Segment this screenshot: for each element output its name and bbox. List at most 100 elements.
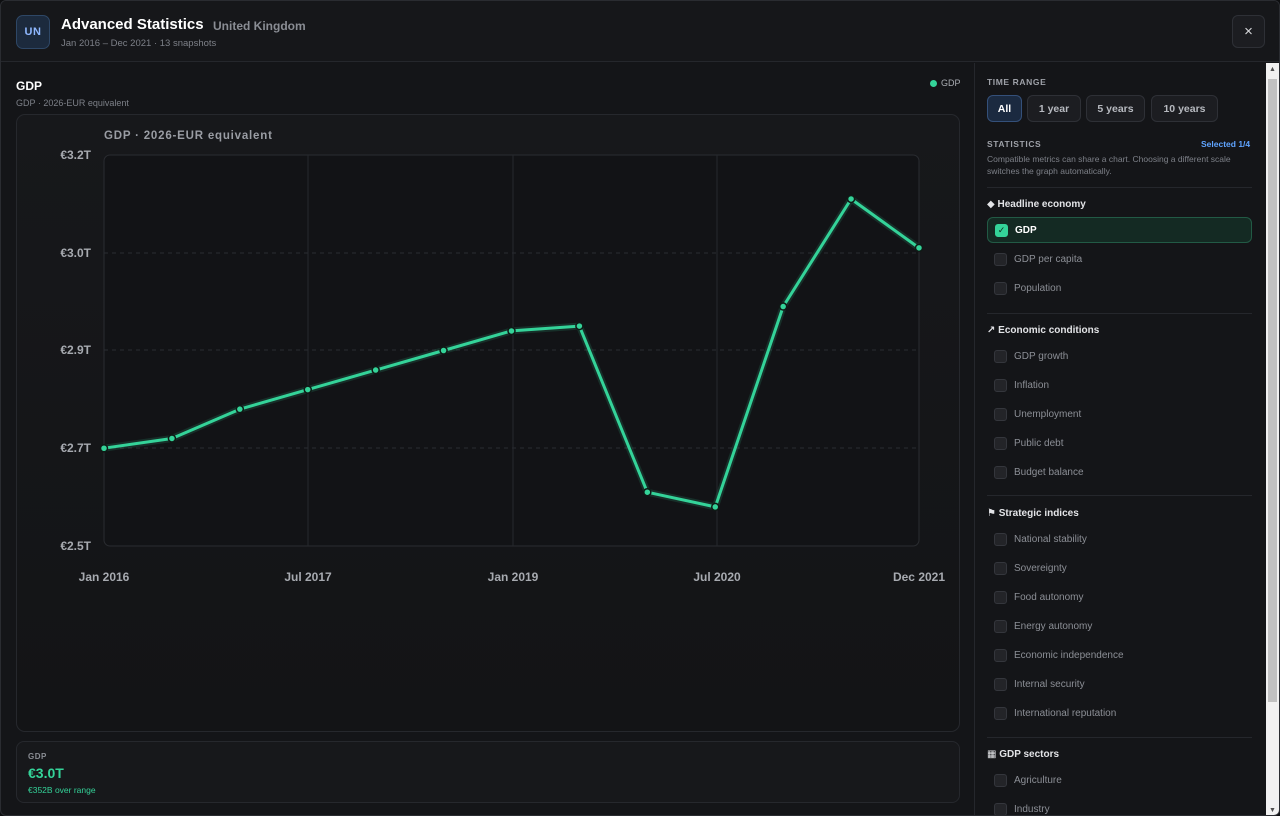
- x-tick-label: Jul 2017: [284, 570, 332, 584]
- metric-option-label: National stability: [1014, 533, 1087, 545]
- range-10-years-button[interactable]: 10 years: [1151, 95, 1218, 122]
- modal-header: UN Advanced Statistics United Kingdom Ja…: [1, 1, 1279, 62]
- metric-option-label: Population: [1014, 282, 1062, 294]
- metric-option-label: GDP: [1015, 224, 1037, 236]
- y-tick-label: €2.9T: [60, 343, 91, 357]
- x-tick-label: Jan 2016: [79, 570, 130, 584]
- metric-option-label: Internal security: [1014, 678, 1085, 690]
- metric-option-gdp-per-capita[interactable]: GDP per capita: [987, 246, 1252, 272]
- y-tick-label: €2.7T: [60, 441, 91, 455]
- metric-option-national-stability[interactable]: National stability: [987, 526, 1252, 552]
- data-point: [371, 365, 380, 375]
- x-tick-label: Dec 2021: [893, 570, 945, 584]
- y-tick-label: €2.5T: [60, 539, 91, 553]
- group-divider: [987, 313, 1252, 314]
- time-range-label: TIME RANGE: [987, 77, 1047, 87]
- checkbox-checked-icon[interactable]: ✓: [995, 223, 1008, 237]
- data-point: [575, 321, 584, 331]
- metric-option-public-debt[interactable]: Public debt: [987, 430, 1252, 456]
- range-5-years-button[interactable]: 5 years: [1086, 95, 1145, 122]
- metric-option-gdp-growth[interactable]: GDP growth: [987, 343, 1252, 369]
- y-tick-label: €3.2T: [60, 148, 91, 162]
- metric-option-sovereignty[interactable]: Sovereignty: [987, 555, 1252, 581]
- checkbox-icon[interactable]: [994, 378, 1007, 392]
- metric-option-food-autonomy[interactable]: Food autonomy: [987, 584, 1252, 610]
- checkbox-icon[interactable]: [994, 465, 1007, 479]
- metric-option-label: Sovereignty: [1014, 562, 1067, 574]
- data-point: [303, 385, 312, 394]
- group-divider: [987, 495, 1252, 496]
- summary-value: €3.0T: [28, 765, 64, 781]
- metric-option-label: International reputation: [1014, 707, 1117, 719]
- checkbox-icon[interactable]: [994, 802, 1007, 815]
- metric-option-label: Economic independence: [1014, 649, 1124, 661]
- data-point: [711, 502, 720, 512]
- metric-option-internal-security[interactable]: Internal security: [987, 671, 1252, 697]
- metric-option-label: Unemployment: [1014, 408, 1082, 420]
- checkbox-icon[interactable]: [994, 773, 1007, 787]
- country-name: United Kingdom: [213, 19, 306, 33]
- metric-option-population[interactable]: Population: [987, 275, 1252, 301]
- data-point: [235, 404, 245, 414]
- group-title: ▦ GDP sectors: [987, 749, 1060, 760]
- checkbox-icon[interactable]: [994, 281, 1007, 295]
- data-point: [778, 302, 788, 311]
- checkbox-icon[interactable]: [994, 619, 1007, 633]
- range-1-year-button[interactable]: 1 year: [1027, 95, 1081, 122]
- legend-label: GDP: [941, 78, 961, 88]
- selected-count: Selected 1/4: [1201, 139, 1251, 149]
- modal-title: Advanced Statistics: [61, 16, 204, 33]
- metric-option-agriculture[interactable]: Agriculture: [987, 767, 1252, 793]
- data-point: [99, 444, 109, 453]
- checkbox-icon[interactable]: [994, 590, 1007, 604]
- scroll-thumb[interactable]: [1268, 79, 1277, 702]
- metric-option-budget-balance[interactable]: Budget balance: [987, 459, 1252, 485]
- sidebar-scrollbar[interactable]: ▲ ▼: [1266, 63, 1279, 815]
- checkbox-icon[interactable]: [994, 561, 1007, 575]
- data-point: [167, 434, 177, 443]
- group-title: ◆ Headline economy: [987, 199, 1086, 210]
- statistics-label: STATISTICS: [987, 139, 1042, 149]
- group-title: ↗ Economic conditions: [987, 325, 1100, 336]
- statistics-sidebar: TIME RANGE All 1 year 5 years 10 years S…: [976, 63, 1265, 815]
- metric-option-energy-autonomy[interactable]: Energy autonomy: [987, 613, 1252, 639]
- x-tick-label: Jul 2020: [693, 570, 741, 584]
- range-all-button[interactable]: All: [987, 95, 1022, 122]
- metric-option-unemployment[interactable]: Unemployment: [987, 401, 1252, 427]
- checkbox-icon[interactable]: [994, 407, 1007, 421]
- checkbox-icon[interactable]: [994, 252, 1007, 266]
- metric-option-inflation[interactable]: Inflation: [987, 372, 1252, 398]
- metric-option-gdp[interactable]: ✓ GDP: [987, 217, 1252, 243]
- checkbox-icon[interactable]: [994, 532, 1007, 546]
- metric-option-label: Public debt: [1014, 437, 1064, 449]
- checkbox-icon[interactable]: [994, 349, 1007, 363]
- metric-option-label: GDP per capita: [1014, 253, 1083, 265]
- checkbox-icon[interactable]: [994, 648, 1007, 662]
- checkbox-icon[interactable]: [994, 706, 1007, 720]
- metric-option-industry[interactable]: Industry: [987, 796, 1252, 815]
- metric-option-label: Budget balance: [1014, 466, 1084, 478]
- metric-option-label: Inflation: [1014, 379, 1050, 391]
- gdp-line-chart: GDP · 2026-EUR equivalent €3.2T €3.0T €2.9T…: [60, 130, 945, 584]
- metric-option-economic-independence[interactable]: Economic independence: [987, 642, 1252, 668]
- scroll-down-arrow-icon[interactable]: ▼: [1269, 807, 1276, 814]
- country-badge: UN: [16, 15, 50, 49]
- data-point: [914, 243, 924, 253]
- metric-option-label: Food autonomy: [1014, 591, 1084, 603]
- scroll-up-arrow-icon[interactable]: ▲: [1269, 66, 1276, 73]
- metric-option-label: GDP growth: [1014, 350, 1069, 362]
- x-tick-label: Jan 2019: [488, 570, 539, 584]
- data-point: [846, 194, 856, 204]
- checkbox-icon[interactable]: [994, 436, 1007, 450]
- metric-option-label: Industry: [1014, 803, 1050, 815]
- checkbox-icon[interactable]: [994, 677, 1007, 691]
- chart-panel-title: GDP: [16, 79, 43, 93]
- chart-pane: GDP GDP · 2026-EUR equivalent GDP GDP · …: [1, 63, 975, 815]
- chart-legend: GDP: [930, 78, 961, 88]
- modal-subtitle: Jan 2016 – Dec 2021 · 13 snapshots: [61, 38, 217, 49]
- chart-inner-title: GDP · 2026-EUR equivalent: [104, 130, 273, 142]
- summary-label: GDP: [28, 752, 47, 761]
- close-button[interactable]: ×: [1232, 15, 1265, 48]
- metric-option-international-reputation[interactable]: International reputation: [987, 700, 1252, 726]
